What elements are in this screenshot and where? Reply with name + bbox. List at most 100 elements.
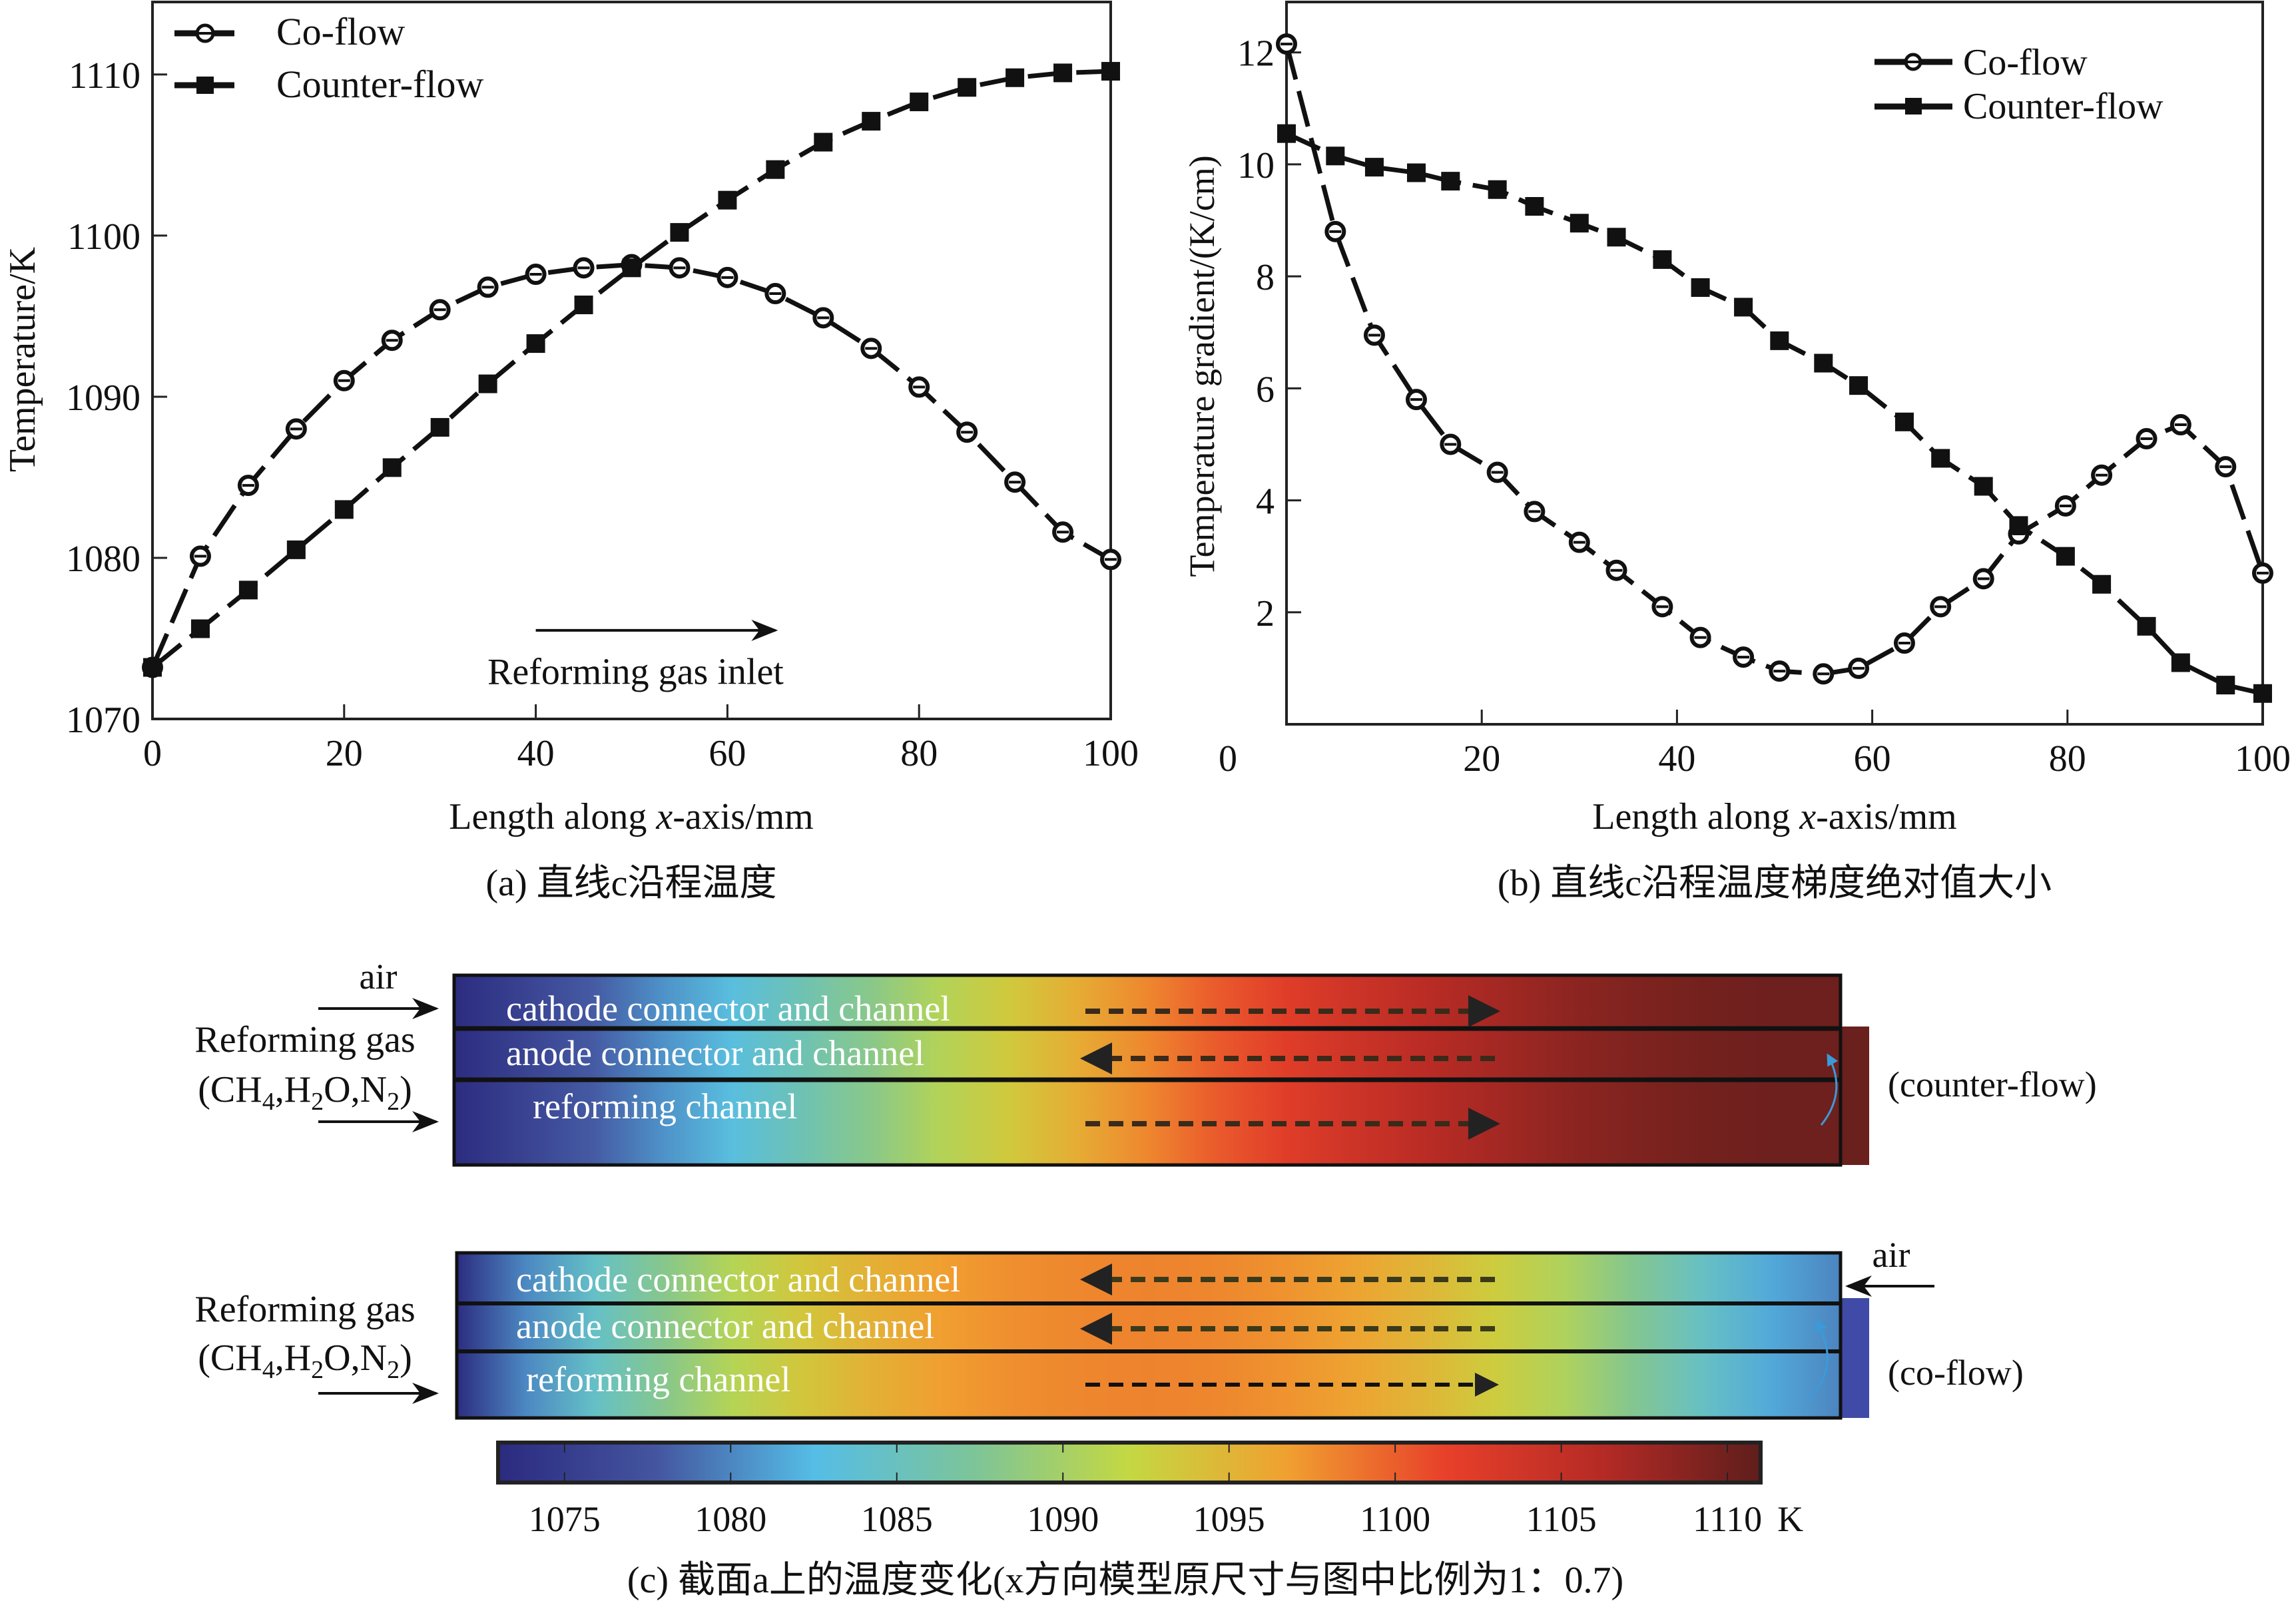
x-tick-label: 100 [2235, 738, 2291, 780]
channel-label-cathode: cathode connector and channel [506, 989, 950, 1029]
axis-ticks: 0 20 40 60 80 100 2 4 6 8 10 12 [1219, 33, 2291, 780]
series-layer [142, 62, 1121, 678]
series-line-counter-flow [150, 69, 1111, 670]
series-line-co-flow [150, 262, 1112, 668]
y-tick-label: 1100 [67, 216, 141, 258]
axis-ticks: 0 20 40 60 80 100 1070 1080 1090 1100 1110 [66, 55, 1139, 774]
channel-label-cathode: cathode connector and channel [516, 1260, 960, 1299]
data-point-counter-flow [1488, 180, 1507, 199]
data-point-counter-flow [622, 258, 641, 278]
data-point-counter-flow [1849, 376, 1868, 395]
data-point-counter-flow [1570, 214, 1589, 233]
data-point-counter-flow [1326, 146, 1345, 166]
legend-label-co-flow: Co-flow [276, 10, 405, 53]
data-point-counter-flow [814, 132, 833, 152]
data-point-counter-flow [478, 374, 497, 393]
caption-c: (c) 截面a上的温度变化(x方向模型原尺寸与图中比例为1：0.7) [627, 1560, 1623, 1601]
colorbar-tick-label: 1075 [529, 1499, 601, 1539]
data-point-counter-flow [958, 78, 977, 97]
diagram-counter-flow: cathode connector and channel anode conn… [194, 957, 2097, 1167]
data-point-counter-flow [1441, 172, 1460, 191]
air-label: air [360, 957, 398, 997]
legend-item-co-flow: Co-flow [1874, 42, 2088, 83]
x-tick-label: 0 [1219, 738, 1237, 780]
colorbar-tick-label: 1080 [695, 1499, 766, 1539]
x-tick-label: 0 [143, 733, 162, 774]
y-axis-label: Temperature gradient/(K/cm) [1182, 155, 1222, 576]
x-tick-label: 100 [1083, 733, 1139, 774]
legend-item-co-flow: Co-flow [174, 10, 405, 53]
x-tick-label: 40 [1658, 738, 1695, 780]
species-label: (CH4,H2O,N2) [198, 1337, 412, 1384]
data-point-counter-flow [1894, 412, 1914, 431]
data-point-counter-flow [1525, 196, 1544, 216]
diagram-co-flow: cathode connector and channel anode conn… [194, 1235, 2024, 1420]
y-tick-label: 1080 [66, 539, 141, 580]
channel-label-anode: anode connector and channel [506, 1033, 924, 1073]
data-point-counter-flow [2171, 653, 2190, 672]
y-tick-label: 10 [1237, 145, 1275, 186]
x-tick-label: 20 [326, 733, 363, 774]
data-point-counter-flow [1053, 63, 1073, 83]
channel-body [452, 973, 1843, 1167]
colorbar-gradient [496, 1441, 1763, 1485]
data-point-counter-flow [1364, 158, 1384, 177]
y-tick-label: 6 [1256, 369, 1275, 410]
data-point-counter-flow [2056, 547, 2075, 566]
y-tick-label: 12 [1237, 33, 1275, 75]
y-tick-label: 4 [1256, 481, 1275, 523]
x-tick-label: 60 [709, 733, 746, 774]
x-tick-label: 60 [1854, 738, 1891, 780]
data-point-counter-flow [2009, 516, 2028, 535]
data-point-counter-flow [334, 500, 354, 519]
x-axis-label: Length along x-axis/mm [1592, 796, 1956, 837]
reforming-gas-label: Reforming gas [194, 1019, 415, 1060]
data-point-counter-flow [143, 658, 162, 677]
y-tick-label: 1070 [66, 700, 141, 741]
flow-mode-label: (co-flow) [1888, 1353, 2024, 1393]
data-point-counter-flow [1770, 331, 1789, 350]
chart-a-temperature: 0 20 40 60 80 100 1070 1080 1090 1100 1110 Co-flow… [2, 1, 1139, 904]
annotation-reforming-gas-inlet: Reforming gas inlet [487, 619, 784, 692]
data-point-counter-flow [430, 417, 449, 437]
colorbar-tick-label: 1090 [1027, 1499, 1099, 1539]
x-tick-label: 20 [1463, 738, 1500, 780]
colorbar-ticks: 1075 1080 1085 1090 1095 1100 1105 1110 [529, 1445, 1762, 1539]
data-point-counter-flow [1653, 250, 1672, 269]
data-point-counter-flow [2253, 684, 2272, 703]
plot-frame [1285, 1, 2264, 726]
data-point-counter-flow [2092, 575, 2112, 594]
legend: Co-flow Counter-flow [1874, 42, 2163, 127]
annotation-text: Reforming gas inlet [487, 651, 784, 692]
data-point-counter-flow [1734, 298, 1753, 317]
data-point-counter-flow [1931, 449, 1950, 468]
colorbar-tick-label: 1085 [861, 1499, 933, 1539]
series-line-counter-flow [1285, 131, 2263, 696]
data-point-counter-flow [1101, 62, 1120, 81]
colorbar-tick-label: 1110 [1693, 1499, 1762, 1539]
legend-label-counter-flow: Counter-flow [276, 63, 483, 106]
data-point-counter-flow [1005, 68, 1025, 87]
data-point-counter-flow [190, 619, 210, 638]
legend: Co-flow Counter-flow [174, 10, 483, 106]
extension-block [1839, 1027, 1869, 1165]
series-line-co-flow [1284, 43, 2265, 676]
data-point-counter-flow [1974, 477, 1993, 496]
data-point-counter-flow [670, 223, 689, 242]
data-point-counter-flow [862, 112, 881, 131]
data-point-counter-flow [526, 334, 545, 353]
plot-frame [151, 1, 1112, 720]
flow-mode-label: (counter-flow) [1888, 1064, 2097, 1104]
data-point-counter-flow [766, 160, 785, 179]
data-point-counter-flow [382, 458, 402, 477]
data-point-counter-flow [1277, 124, 1296, 143]
channel-label-reforming: reforming channel [533, 1086, 797, 1126]
turnaround-arrow-icon [1820, 1053, 1839, 1126]
data-point-counter-flow [910, 93, 929, 112]
y-tick-label: 8 [1256, 257, 1275, 298]
species-label: (CH4,H2O,N2) [198, 1069, 412, 1116]
x-tick-label: 80 [900, 733, 938, 774]
legend-label-co-flow: Co-flow [1963, 42, 2088, 83]
y-tick-label: 1110 [69, 55, 141, 97]
